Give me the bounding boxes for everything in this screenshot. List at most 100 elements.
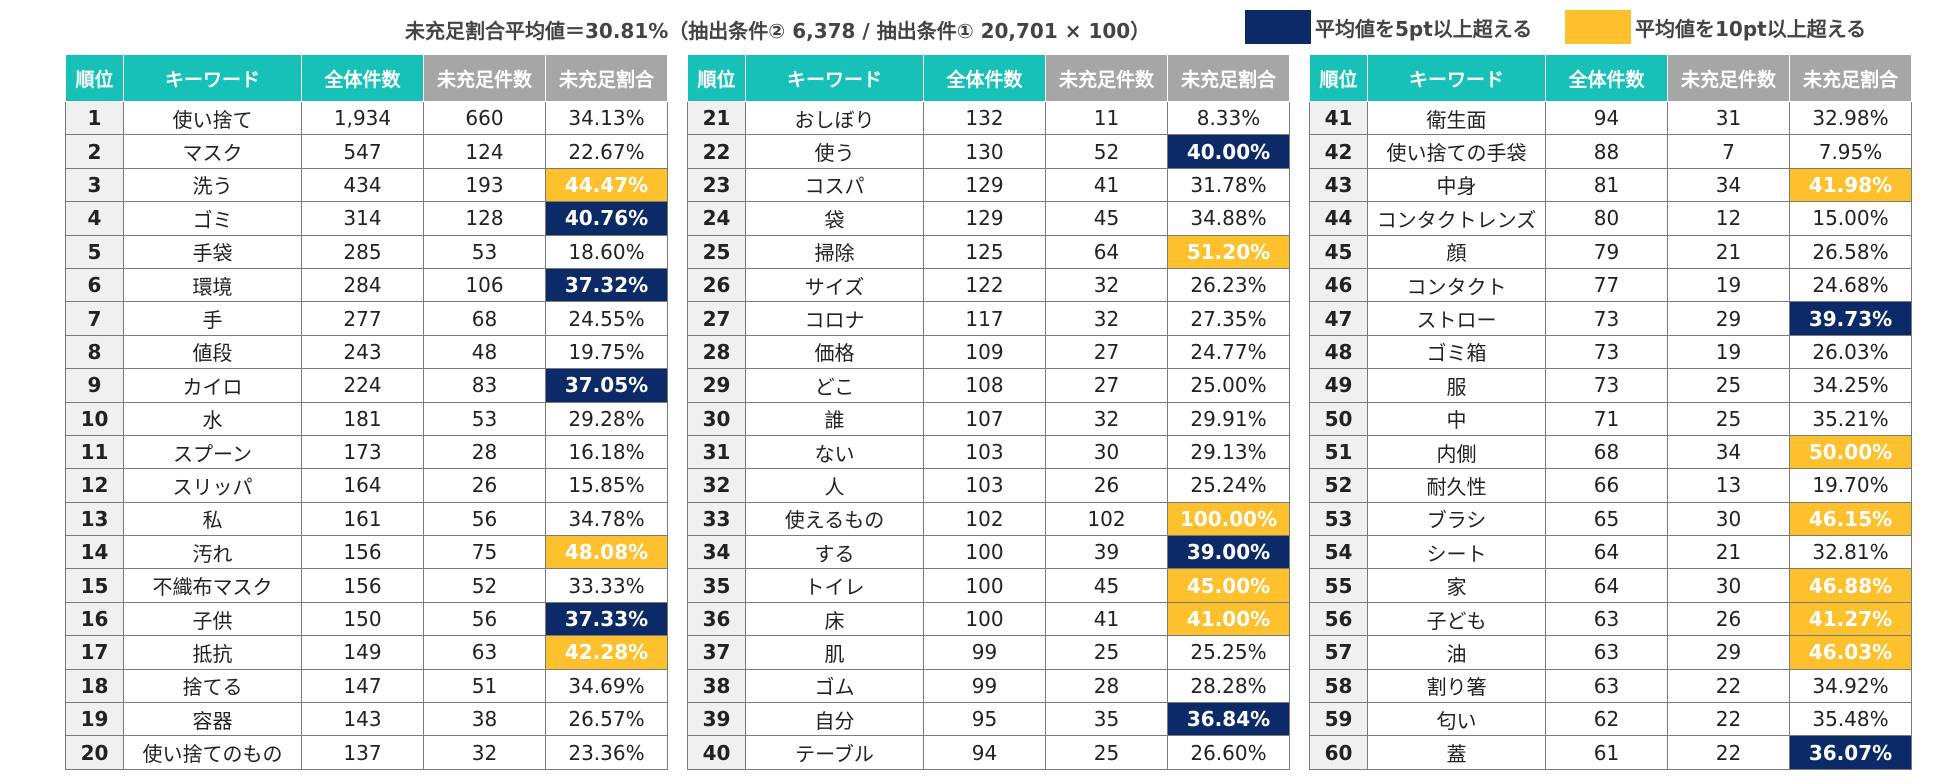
table-row: 6 環境 284 106 37.32% [65,267,668,303]
rank-cell: 31 [687,434,746,470]
rate-cell: 19.70% [1789,468,1912,503]
total-cell: 164 [301,468,424,503]
legend-label-5pt: 平均値を5pt以上超える [1315,16,1533,41]
total-cell: 137 [301,735,424,770]
rate-cell: 39.73% [1789,301,1912,336]
rate-cell: 24.77% [1167,334,1290,370]
rate-cell: 24.68% [1789,267,1912,303]
rank-cell: 9 [65,368,124,403]
keyword-cell: 服 [1367,368,1546,403]
table-row: 40 テーブル 94 25 26.60% [687,735,1290,770]
unmet-cell: 660 [423,100,546,136]
rank-cell: 55 [1309,568,1368,603]
table-row: 36 床 100 41 41.00% [687,601,1290,637]
total-cell: 80 [1545,201,1668,236]
table-row: 2 マスク 547 124 22.67% [65,134,668,169]
total-cell: 147 [301,668,424,704]
legend-swatch-yellow [1565,10,1631,44]
unmet-cell: 75 [423,535,546,570]
keyword-cell: 顔 [1367,234,1546,269]
keyword-cell: 内側 [1367,434,1546,470]
table-row: 46 コンタクト 77 19 24.68% [1309,267,1912,303]
keyword-cell: 使い捨ての手袋 [1367,134,1546,169]
total-cell: 100 [923,601,1046,637]
rank-cell: 53 [1309,501,1368,537]
keyword-cell: 匂い [1367,702,1546,737]
table-row: 54 シート 64 21 32.81% [1309,535,1912,570]
rate-cell: 39.00% [1167,535,1290,570]
average-formula: 未充足割合平均値＝30.81%（抽出条件② 6,378 / 抽出条件① 20,7… [405,19,1151,43]
rank-cell: 41 [1309,100,1368,136]
header-total: 全体件数 [1545,54,1668,102]
rank-cell: 45 [1309,234,1368,269]
total-cell: 63 [1545,668,1668,704]
rate-cell: 34.25% [1789,368,1912,403]
table-row: 43 中身 81 34 41.98% [1309,167,1912,203]
unmet-cell: 7 [1667,134,1790,169]
rate-cell: 46.88% [1789,568,1912,603]
unmet-cell: 22 [1667,702,1790,737]
table-row: 33 使えるもの 102 102 100.00% [687,501,1290,537]
rank-cell: 51 [1309,434,1368,470]
rank-cell: 32 [687,468,746,503]
table-row: 12 スリッパ 164 26 15.85% [65,468,668,503]
rank-cell: 17 [65,635,124,670]
keyword-cell: 容器 [123,702,302,737]
table-row: 30 誰 107 32 29.91% [687,401,1290,436]
rank-cell: 19 [65,702,124,737]
rank-cell: 58 [1309,668,1368,704]
table-header-row: 順位 キーワード 全体件数 未充足件数 未充足割合 [687,54,1290,102]
rate-cell: 36.07% [1789,735,1912,770]
keyword-cell: ゴム [745,668,924,704]
keyword-cell: サイズ [745,267,924,303]
table-row: 27 コロナ 117 32 27.35% [687,301,1290,336]
total-cell: 173 [301,434,424,470]
rate-cell: 34.92% [1789,668,1912,704]
rate-cell: 37.05% [545,368,668,403]
table-row: 59 匂い 62 22 35.48% [1309,702,1912,737]
table-row: 57 油 63 29 46.03% [1309,635,1912,670]
rank-cell: 44 [1309,201,1368,236]
rate-cell: 41.98% [1789,167,1912,203]
rate-cell: 34.13% [545,100,668,136]
unmet-cell: 41 [1045,601,1168,637]
header-rank: 順位 [65,54,124,102]
rate-cell: 51.20% [1167,234,1290,269]
total-cell: 108 [923,368,1046,403]
total-cell: 73 [1545,334,1668,370]
keyword-cell: 人 [745,468,924,503]
keyword-cell: 手袋 [123,234,302,269]
keyword-cell: 洗う [123,167,302,203]
table-row: 1 使い捨て 1,934 660 34.13% [65,100,668,136]
rank-cell: 10 [65,401,124,436]
unmet-cell: 19 [1667,267,1790,303]
rank-cell: 54 [1309,535,1368,570]
total-cell: 73 [1545,368,1668,403]
unmet-cell: 22 [1667,735,1790,770]
rate-cell: 45.00% [1167,568,1290,603]
keyword-cell: おしぼり [745,100,924,136]
table-row: 19 容器 143 38 26.57% [65,702,668,737]
rate-cell: 27.35% [1167,301,1290,336]
unmet-cell: 26 [423,468,546,503]
keyword-cell: 捨てる [123,668,302,704]
rank-cell: 11 [65,434,124,470]
total-cell: 63 [1545,635,1668,670]
unmet-cell: 29 [1667,635,1790,670]
unmet-cell: 21 [1667,535,1790,570]
rank-cell: 30 [687,401,746,436]
rate-cell: 23.36% [545,735,668,770]
unmet-cell: 25 [1667,368,1790,403]
unmet-cell: 31 [1667,100,1790,136]
unmet-cell: 30 [1667,501,1790,537]
keyword-cell: 水 [123,401,302,436]
rate-cell: 26.57% [545,702,668,737]
table-row: 45 顔 79 21 26.58% [1309,234,1912,269]
rate-cell: 34.69% [545,668,668,704]
total-cell: 77 [1545,267,1668,303]
unmet-cell: 45 [1045,568,1168,603]
rank-cell: 16 [65,601,124,637]
rate-cell: 29.28% [545,401,668,436]
keyword-cell: 肌 [745,635,924,670]
total-cell: 161 [301,501,424,537]
